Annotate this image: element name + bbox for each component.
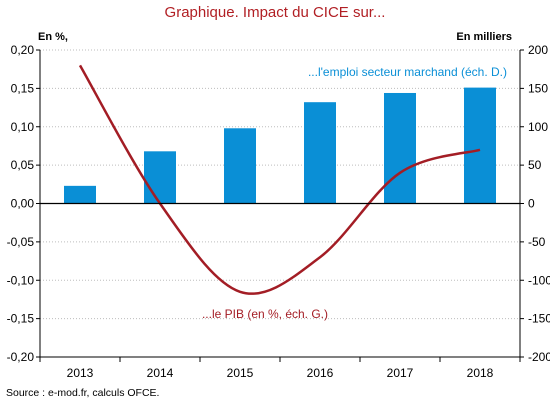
right-tick-label: 150: [528, 81, 548, 95]
chart-title: Graphique. Impact du CICE sur...: [165, 4, 386, 21]
left-tick-label: 0,00: [11, 197, 35, 211]
x-tick-label: 2013: [67, 366, 94, 380]
left-tick-label: -0,20: [7, 350, 35, 364]
x-tick-label: 2018: [467, 366, 494, 380]
line-series: [78, 64, 481, 295]
bar-emploi: [144, 151, 176, 204]
right-tick-label: 200: [528, 43, 548, 57]
line-series-annotation: ...le PIB (en %, éch. G.): [202, 307, 328, 321]
bar-emploi: [224, 128, 256, 204]
left-tick-label: 0,15: [11, 81, 35, 95]
right-tick-label: 0: [528, 197, 535, 211]
x-tick-label: 2016: [307, 366, 334, 380]
right-tick-label: -100: [528, 273, 550, 287]
left-tick-label: -0,10: [7, 273, 35, 287]
line-pib: [78, 64, 481, 295]
left-tick-label: 0,10: [11, 120, 35, 134]
left-tick-label: 0,05: [11, 158, 35, 172]
right-tick-label: -50: [528, 235, 546, 249]
right-tick-label: -150: [528, 312, 550, 326]
bar-emploi: [464, 87, 496, 204]
bar-series: [64, 87, 496, 204]
left-axis-unit-label: En %,: [38, 31, 68, 43]
right-tick-label: 50: [528, 158, 542, 172]
bar-emploi: [64, 185, 96, 204]
right-tick-label: 100: [528, 120, 548, 134]
bar-emploi: [304, 102, 336, 204]
x-tick-label: 2015: [227, 366, 254, 380]
right-axis-unit-label: En milliers: [456, 31, 512, 43]
right-tick-label: -200: [528, 350, 550, 364]
left-tick-label: -0,05: [7, 235, 35, 249]
source-note: Source : e-mod.fr, calculs OFCE.: [6, 387, 159, 399]
bar-emploi: [384, 92, 416, 204]
left-tick-label: 0,20: [11, 43, 35, 57]
x-tick-label: 2017: [387, 366, 414, 380]
bar-series-annotation: ...l'emploi secteur marchand (éch. D.): [308, 65, 507, 79]
x-tick-label: 2014: [147, 366, 174, 380]
left-tick-label: -0,15: [7, 312, 35, 326]
axes: 0,20 200 0,15 150 0,10 100 0,05 50 0,00 0 -0,05 -50…: [7, 43, 550, 380]
